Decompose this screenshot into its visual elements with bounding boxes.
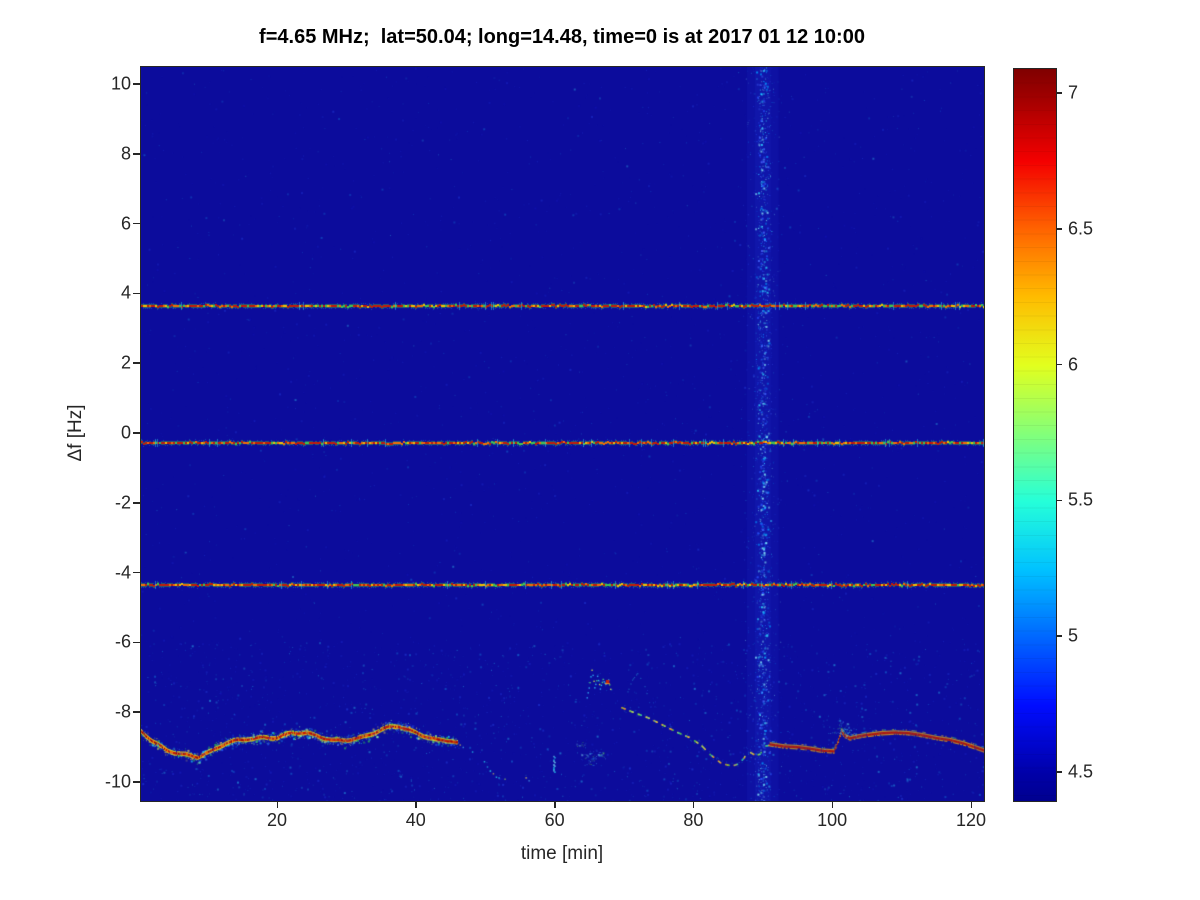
y-tick-mark — [133, 153, 140, 155]
x-tick-mark — [276, 802, 278, 808]
x-tick-mark — [554, 802, 556, 808]
spectrogram-canvas — [141, 67, 984, 801]
x-tick-label: 40 — [405, 810, 426, 830]
y-tick-label: 4 — [120, 282, 131, 303]
x-axis-label: time [min] — [520, 843, 604, 864]
y-tick-mark — [133, 502, 140, 504]
x-tick-mark — [692, 802, 695, 808]
y-tick-label: -10 — [104, 771, 131, 792]
y-tick-label: 2 — [120, 352, 131, 373]
y-tick-mark — [133, 641, 140, 644]
x-tick-mark — [831, 802, 834, 808]
colorbar — [1013, 68, 1057, 802]
colorbar-tick-mark — [1056, 499, 1062, 502]
plot-title: f=4.65 MHz; lat=50.04; long=14.48, time=… — [259, 26, 865, 48]
x-tick-mark — [970, 802, 972, 808]
colorbar-tick-mark — [1056, 92, 1062, 94]
colorbar-tick-mark — [1056, 228, 1062, 230]
colorbar-tick-label: 6 — [1068, 354, 1079, 375]
y-tick-label: -6 — [114, 631, 131, 652]
y-tick-mark — [133, 571, 140, 574]
colorbar-tick-mark — [1056, 771, 1062, 773]
x-tick-label: 100 — [817, 810, 848, 830]
y-tick-mark — [133, 781, 140, 783]
y-tick-label: 8 — [120, 143, 131, 164]
colorbar-bands — [1014, 69, 1056, 801]
colorbar-tick-label: 7 — [1068, 82, 1079, 103]
colorbar-tick-mark — [1056, 635, 1062, 637]
y-tick-mark — [133, 222, 140, 225]
y-tick-label: -8 — [114, 701, 131, 722]
x-tick-label: 60 — [544, 810, 565, 830]
y-tick-label: 0 — [120, 422, 131, 443]
y-tick-label: -4 — [114, 562, 131, 583]
y-tick-label: 6 — [120, 213, 131, 234]
colorbar-tick-mark — [1056, 363, 1062, 366]
colorbar-tick-label: 5.5 — [1068, 489, 1094, 510]
plot-area — [140, 66, 985, 802]
colorbar-tick-label: 4.5 — [1068, 761, 1094, 782]
x-tick-mark — [415, 802, 417, 808]
x-tick-label: 80 — [683, 810, 704, 830]
y-tick-label: 10 — [110, 73, 131, 94]
y-tick-mark — [133, 292, 140, 295]
y-tick-mark — [133, 711, 140, 713]
y-tick-label: -2 — [114, 492, 131, 513]
colorbar-tick-label: 6.5 — [1068, 218, 1094, 239]
y-tick-mark — [133, 83, 140, 85]
colorbar-tick-label: 5 — [1068, 625, 1079, 646]
y-tick-mark — [133, 432, 140, 434]
y-tick-mark — [133, 362, 140, 364]
x-tick-label: 120 — [955, 810, 987, 830]
x-tick-label: 20 — [266, 810, 288, 830]
